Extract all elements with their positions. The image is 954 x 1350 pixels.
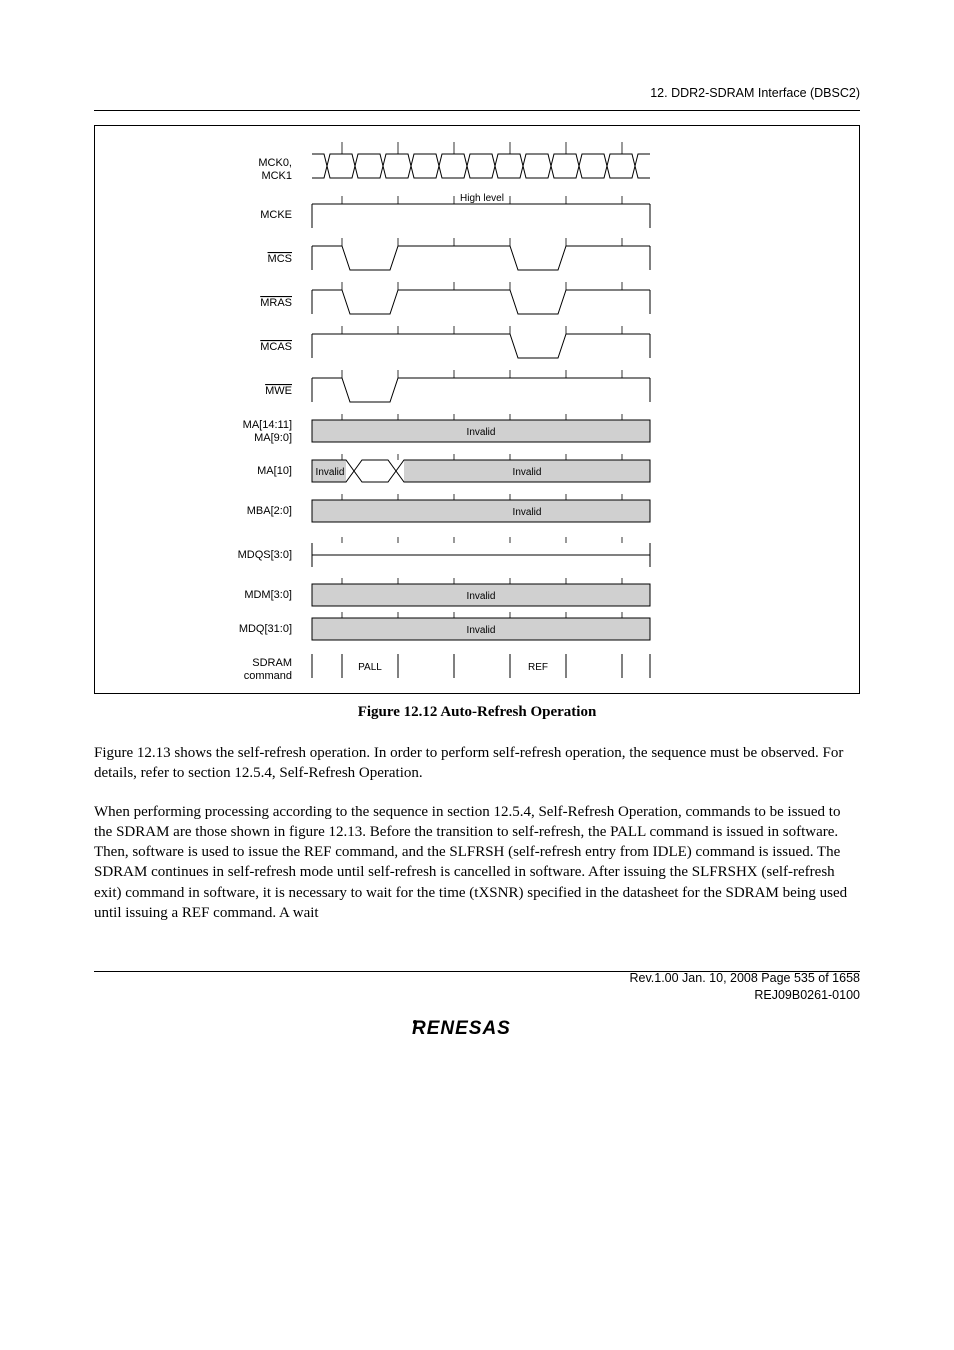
sig-label-sdram2: command	[244, 670, 292, 682]
annot-high-level: High level	[460, 193, 504, 204]
sig-label-ma-lo: MA[9:0]	[254, 432, 292, 444]
footer-line2: REJ09B0261-0100	[754, 988, 860, 1002]
sig-label-mcas: MCAS	[260, 341, 292, 353]
clock-ticks	[342, 142, 622, 154]
svg-text:RENESAS: RENESAS	[412, 1018, 511, 1039]
sig-label-mdqs: MDQS[3:0]	[238, 549, 292, 561]
sig-label-mck0: MCK0,	[258, 157, 292, 169]
sig-label-mcs: MCS	[268, 253, 292, 265]
header-rule	[94, 110, 860, 111]
sig-label-sdram: SDRAM	[252, 657, 292, 669]
footer-line1: Rev.1.00 Jan. 10, 2008 Page 535 of 1658	[629, 971, 860, 985]
sig-label-mdm: MDM[3:0]	[244, 589, 292, 601]
cmd-ref: REF	[528, 662, 548, 673]
sig-label-mras: MRAS	[260, 297, 292, 309]
figure-caption: Figure 12.12 Auto-Refresh Operation	[94, 704, 860, 721]
wave-mcs	[312, 246, 650, 270]
cmd-pall: PALL	[358, 662, 382, 673]
paragraph-2: When performing processing according to …	[94, 802, 860, 924]
wave-mck	[312, 154, 650, 178]
annot-invalid-ma10l: Invalid	[316, 467, 345, 478]
wave-mcas	[312, 334, 650, 358]
wave-mwe	[312, 378, 650, 402]
page: 12. DDR2-SDRAM Interface (DBSC2) MCK0, M…	[0, 0, 954, 1105]
annot-invalid-mba: Invalid	[513, 507, 542, 518]
footer-meta: Rev.1.00 Jan. 10, 2008 Page 535 of 1658 …	[94, 970, 860, 1004]
wave-mdqs	[312, 543, 650, 567]
annot-invalid-mdq: Invalid	[467, 625, 496, 636]
footer-logo-block: RENESAS	[94, 1010, 860, 1045]
paragraph-1: Figure 12.13 shows the self-refresh oper…	[94, 743, 860, 784]
sig-label-mck1: MCK1	[261, 170, 292, 182]
timing-diagram: MCK0, MCK1 MCKE High level	[94, 125, 860, 694]
sig-label-mcke: MCKE	[260, 209, 292, 221]
annot-invalid-ma: Invalid	[467, 427, 496, 438]
header-section: 12. DDR2-SDRAM Interface (DBSC2)	[94, 86, 860, 100]
annot-invalid-ma10r: Invalid	[513, 467, 542, 478]
sig-label-mwe: MWE	[265, 385, 292, 397]
wave-mras	[312, 290, 650, 314]
timing-svg: MCK0, MCK1 MCKE High level	[172, 138, 782, 683]
annot-invalid-mdm: Invalid	[467, 591, 496, 602]
sig-label-ma10: MA[10]	[257, 465, 292, 477]
sig-label-mdq: MDQ[31:0]	[239, 623, 292, 635]
renesas-logo: RENESAS	[412, 1016, 542, 1040]
sig-label-mba: MBA[2:0]	[247, 505, 292, 517]
wave-mcke	[312, 204, 650, 228]
sig-label-ma-hi: MA[14:11]	[243, 419, 292, 431]
body-text: Figure 12.13 shows the self-refresh oper…	[94, 743, 860, 923]
